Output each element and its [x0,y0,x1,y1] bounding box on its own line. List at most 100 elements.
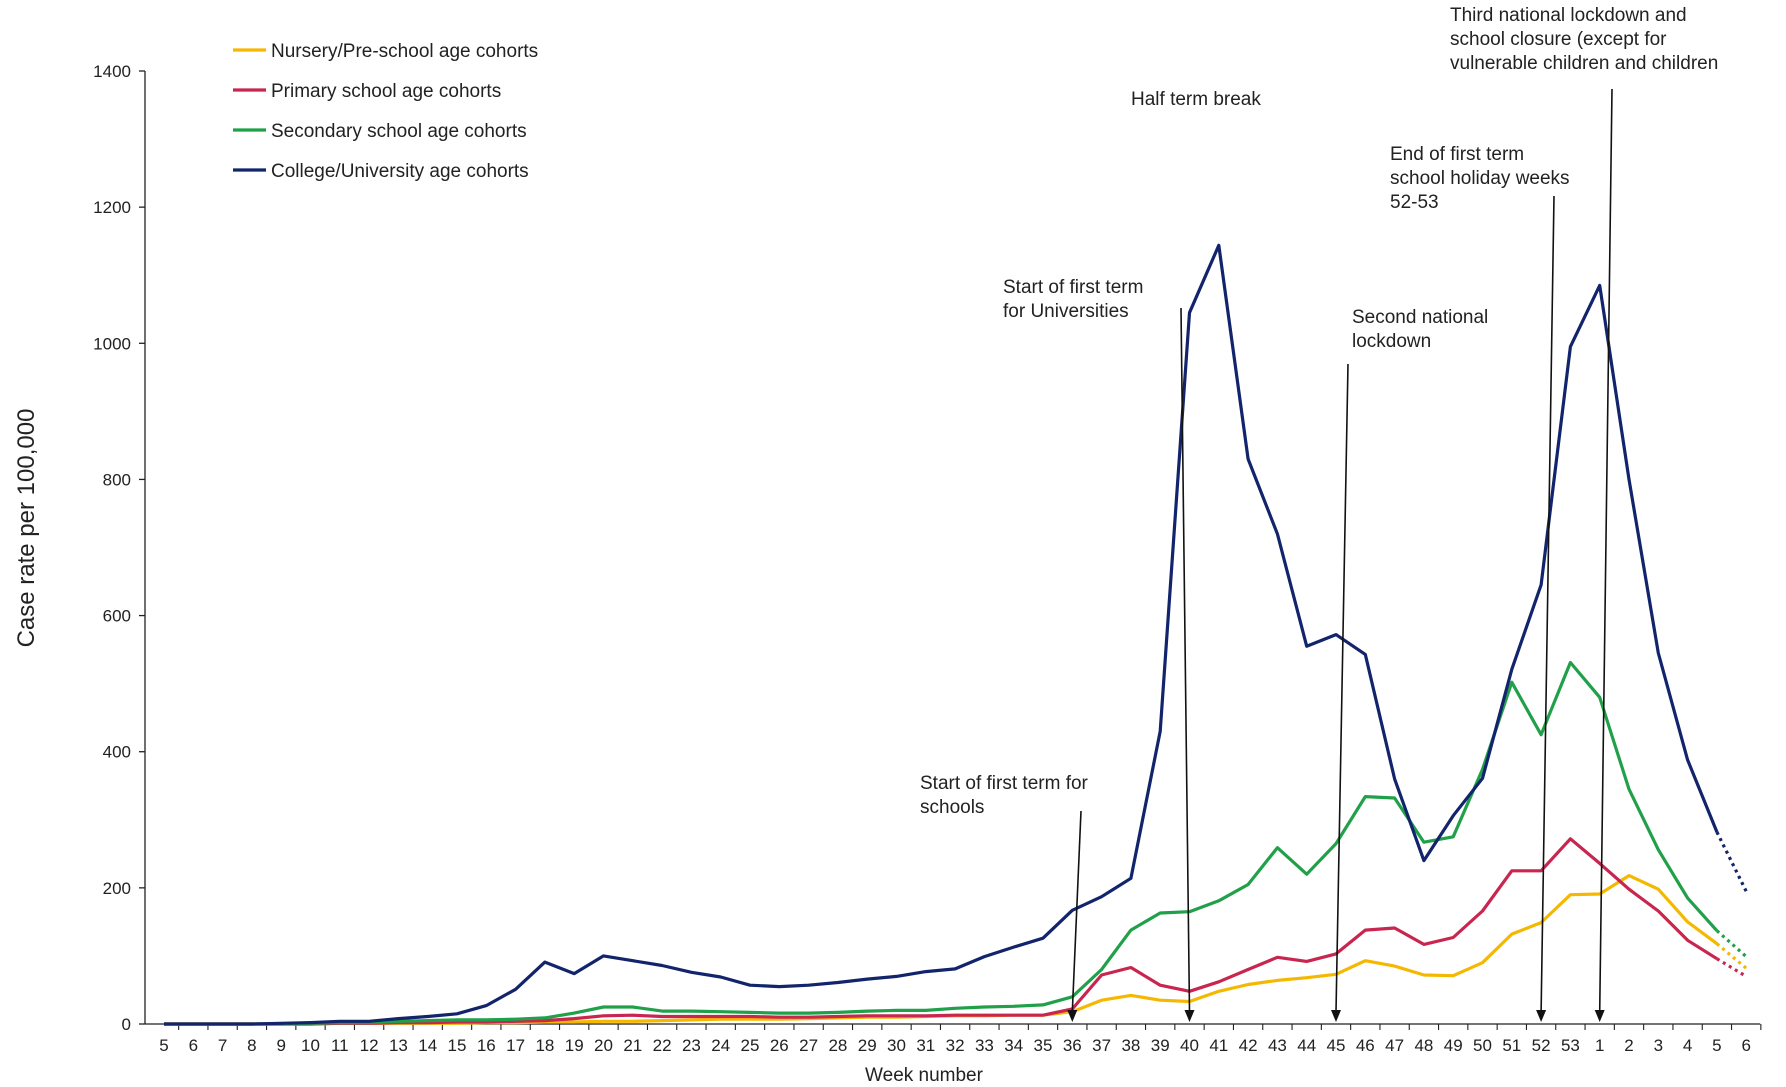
x-tick-label: 42 [1239,1036,1258,1055]
x-tick-label: 12 [360,1036,379,1055]
x-tick-label: 48 [1414,1036,1433,1055]
annotation-text: Third national lockdown and school closur… [1450,5,1718,74]
x-tick-label: 35 [1034,1036,1053,1055]
x-tick-label: 31 [916,1036,935,1055]
annotation-line: schools [920,797,984,818]
series-line [164,837,1718,1026]
series-1 [164,873,1748,1026]
series-line [164,660,1719,1026]
x-tick-label: 11 [331,1036,349,1055]
legend-label: Nursery/Pre-school age cohorts [271,41,538,62]
x-tick-label: 18 [535,1036,554,1055]
annotation: Half term break [1131,89,1261,110]
x-tick-label: 34 [1004,1036,1023,1055]
x-tick-label: 14 [418,1036,437,1055]
x-tick-label: 43 [1268,1036,1287,1055]
annotation-text: Start of first term for schools [920,773,1089,818]
y-tick-label: 0 [122,1015,131,1034]
annotation-line: Second national [1352,307,1488,328]
x-axis-label: Week number [865,1065,984,1086]
x-tick-label: 7 [218,1036,227,1055]
annotation-line: school closure (except for [1450,29,1667,50]
annotation-line: vulnerable children and children [1450,53,1718,74]
x-tick-label: 38 [1121,1036,1140,1055]
x-tick-label: 19 [565,1036,584,1055]
x-tick-label: 13 [389,1036,408,1055]
x-tick-label: 49 [1444,1036,1463,1055]
x-tick-label: 21 [623,1036,642,1055]
y-axis-label: Case rate per 100,000 [13,409,40,648]
x-tick-label: 6 [1741,1036,1750,1055]
x-tick-label: 39 [1151,1036,1170,1055]
annotation-text: Half term break [1131,89,1261,110]
x-tick-label: 2 [1624,1036,1633,1055]
series-line-dotted [1716,957,1748,978]
x-tick-label: 3 [1654,1036,1663,1055]
annotation-arrowhead [1536,1010,1547,1022]
x-tick-label: 50 [1473,1036,1492,1055]
x-tick-label: 28 [828,1036,847,1055]
annotation-arrow [1071,810,1082,1013]
x-tick-label: 4 [1683,1036,1692,1055]
annotation-arrow [1335,363,1349,1013]
y-tick-label: 200 [103,879,131,898]
x-tick-label: 24 [711,1036,730,1055]
x-tick-label: 16 [477,1036,496,1055]
x-tick-label: 17 [506,1036,525,1055]
x-tick-label: 44 [1297,1036,1316,1055]
annotation-line: Third national lockdown and [1450,5,1687,26]
annotation-line: Start of first term [1003,277,1143,298]
x-tick-label: 22 [653,1036,672,1055]
annotation-line: lockdown [1352,331,1431,352]
x-tick-label: 46 [1356,1036,1375,1055]
annotation-line: Start of first term for [920,773,1089,794]
annotation-arrowhead [1331,1010,1341,1022]
x-tick-label: 45 [1327,1036,1346,1055]
annotation: End of first term school holiday weeks 52-… [1390,144,1570,1022]
annotation-line: for Universities [1003,301,1129,322]
annotation-arrowhead [1067,1010,1078,1022]
legend-item: Primary school age cohorts [233,81,501,102]
annotation-arrowhead [1594,1010,1605,1022]
annotation: Second national lockdown [1331,307,1488,1022]
y-tick-label: 1000 [93,334,131,353]
x-tick-label: 9 [276,1036,285,1055]
x-tick-label: 36 [1063,1036,1082,1055]
x-tick-label: 8 [247,1036,256,1055]
annotation-line: End of first term [1390,144,1524,165]
series-layer [164,243,1748,1026]
legend: Nursery/Pre-school age cohorts Primary sc… [233,41,538,182]
series-3 [164,660,1748,1026]
x-tick-label: 41 [1209,1036,1228,1055]
x-tick-label: 37 [1092,1036,1111,1055]
annotation: Third national lockdown and school closur… [1450,5,1718,1022]
x-tick-label: 10 [301,1036,320,1055]
x-tick-label: 25 [741,1036,760,1055]
x-tick-label: 1 [1595,1036,1604,1055]
annotation-text: Start of first term for Universities [1003,277,1143,322]
series-2 [164,837,1748,1026]
y-tick-label: 800 [103,470,131,489]
x-tick-label: 40 [1180,1036,1199,1055]
y-tick-label: 400 [103,743,131,762]
x-tick-label: 23 [682,1036,701,1055]
legend-label: Secondary school age cohorts [271,121,527,142]
legend-label: Primary school age cohorts [271,81,501,102]
annotation-arrow [1598,88,1613,1013]
annotation-arrow [1540,195,1555,1013]
annotation-arrowhead [1184,1010,1195,1022]
series-4 [164,243,1748,1026]
annotation-line: 52-53 [1390,192,1439,213]
annotation-text: Second national lockdown [1352,307,1488,352]
y-tick-label: 600 [103,607,131,626]
y-tick-label: 1400 [93,62,131,81]
x-tick-label: 32 [946,1036,965,1055]
x-tick-label: 6 [189,1036,198,1055]
x-tick-label: 20 [594,1036,613,1055]
x-tick-label: 5 [159,1036,168,1055]
annotation: Start of first term for Universities [1003,277,1195,1022]
x-tick-label: 52 [1532,1036,1551,1055]
x-tick-label: 15 [448,1036,467,1055]
